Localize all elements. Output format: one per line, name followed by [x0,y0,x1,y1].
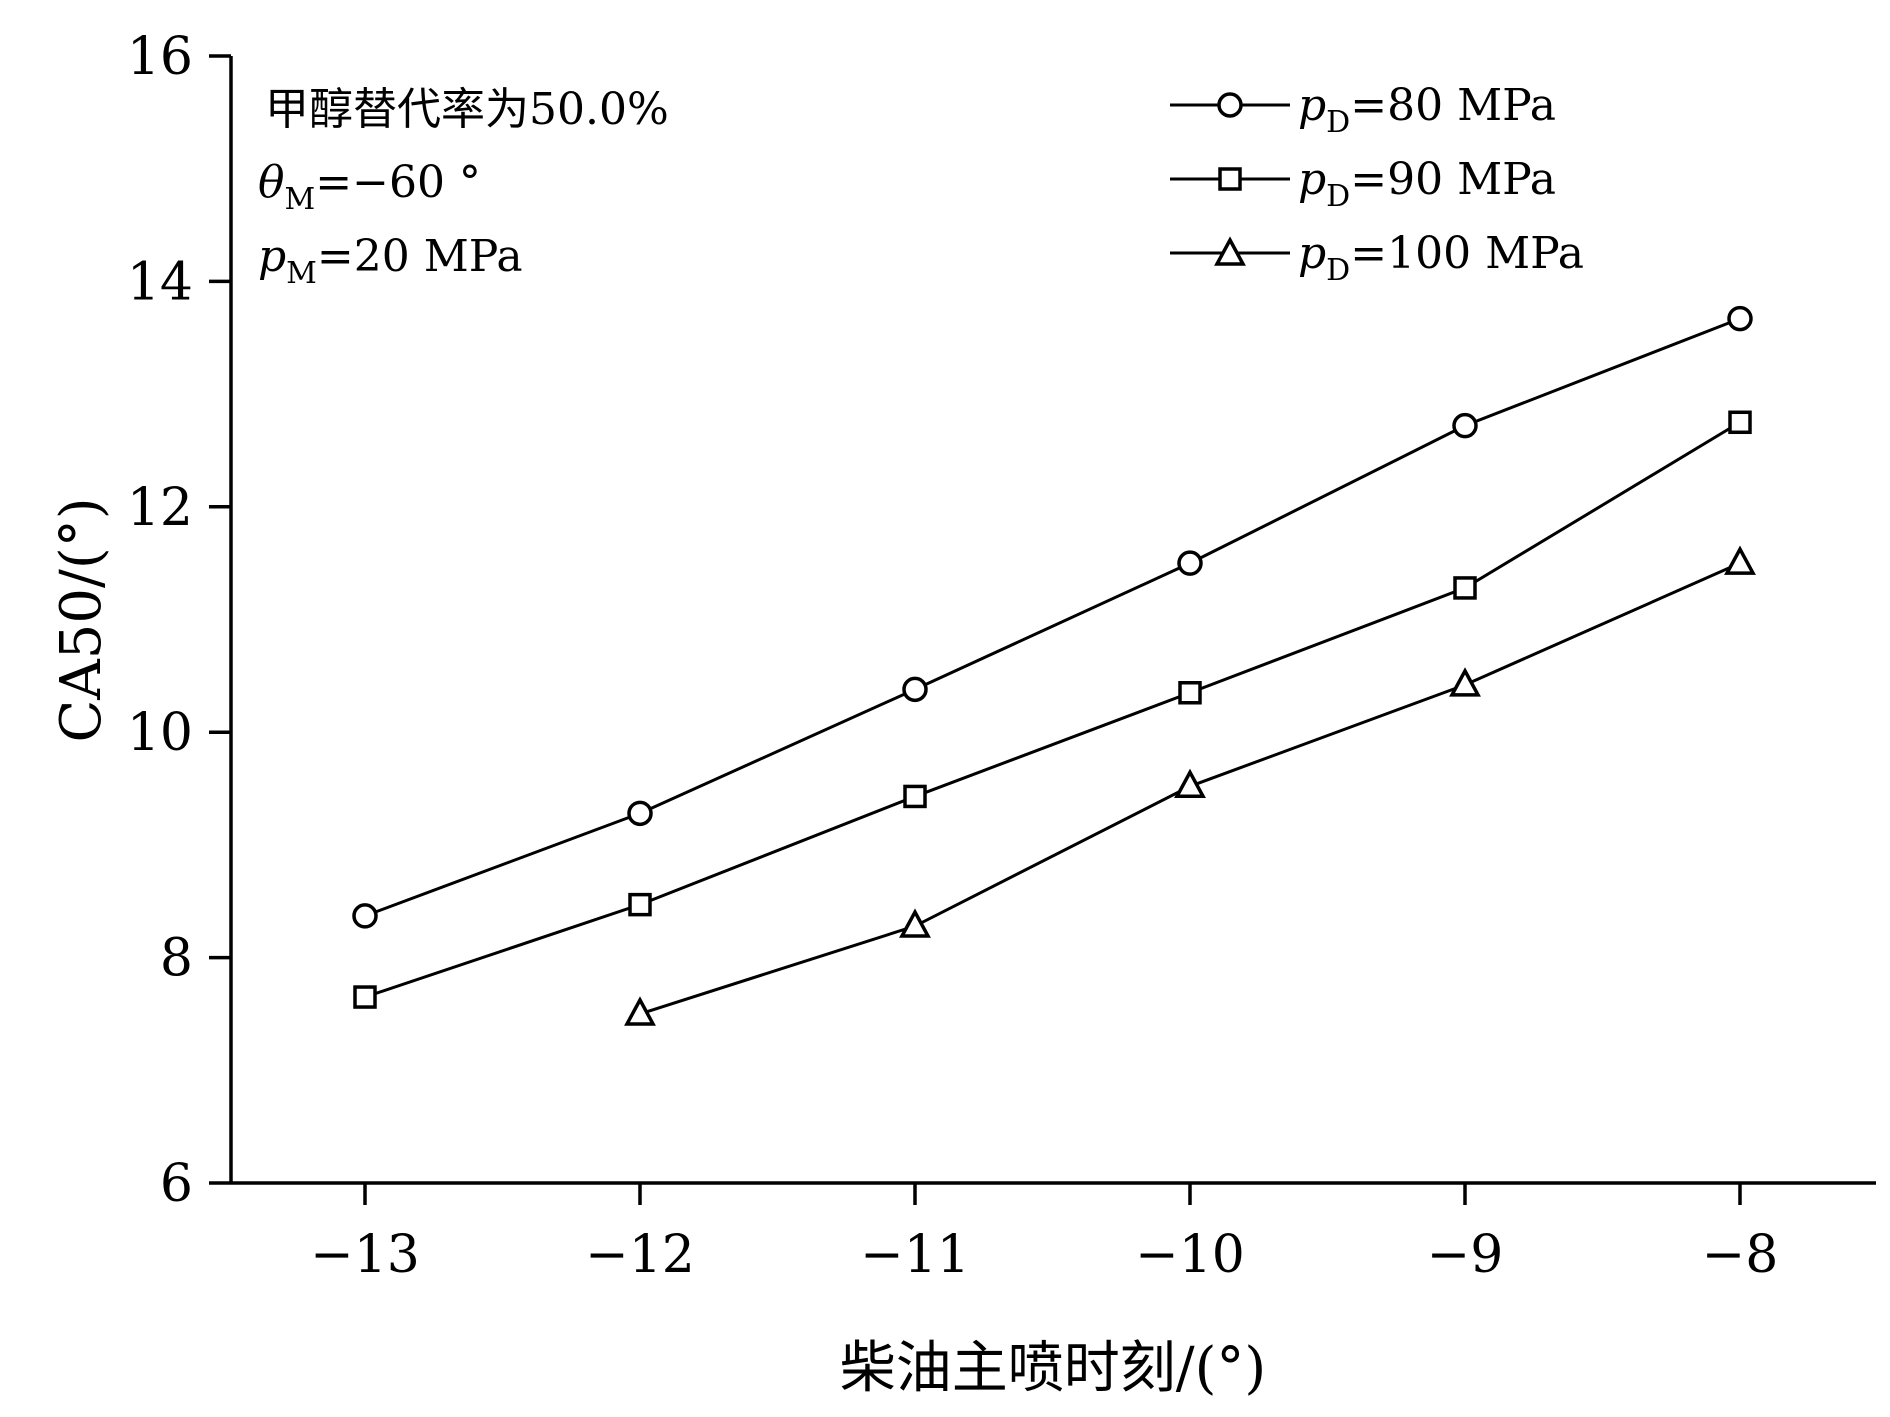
series-layer [352,305,1756,1026]
legend-marker-circle [1217,92,1243,118]
data-point-circle [352,903,378,929]
y-axis-title: CA50/(°) [49,497,114,742]
data-point-square [1728,410,1752,435]
legend-label-100mpa-value: =100 MPa [1350,228,1584,279]
legend-label-80mpa-sub: D [1326,105,1350,140]
data-point-square [353,985,377,1009]
y-tick-label: 12 [127,478,193,538]
annotation-methanol-ratio: 甲醇替代率为50.0% [265,84,669,135]
data-point-circle [1727,305,1753,332]
data-point-square [1453,576,1477,600]
legend-item-100mpa: pD=100 MPa [1170,228,1584,288]
x-tick-label: −9 [1427,1225,1504,1285]
x-tick-label: −13 [310,1225,420,1285]
x-axis-title: 柴油主喷时刻/(°) [840,1336,1267,1401]
legend-label-100mpa: pD=100 MPa [1298,228,1584,288]
legend-label-80mpa-var: p [1298,80,1326,131]
y-tick-label: 14 [127,252,193,312]
legend-label-90mpa: pD=90 MPa [1298,154,1556,214]
annotation-theta-m-sub: M [285,182,316,217]
x-axis-ticks: −13 −12 −11 −10 −9 −8 [310,1183,1778,1285]
annotation-p-m-var: p [258,231,286,282]
legend-label-80mpa-value: =80 MPa [1350,80,1556,131]
legend-label-90mpa-var: p [1298,154,1326,205]
legend-marker-square [1218,167,1242,191]
data-point-triangle [1724,545,1756,575]
data-point-square [1178,681,1202,705]
y-tick-label: 8 [160,929,193,989]
annotation-theta-m-value: =−60 ° [315,157,481,208]
annotation-theta-m: θM=−60 ° [258,157,481,217]
x-tick-label: −10 [1135,1225,1245,1285]
legend-marker-triangle [1214,236,1246,266]
y-tick-label: 16 [127,27,193,87]
annotation-theta-m-var: θ [258,157,285,208]
annotation-p-m-value: =20 MPa [317,231,523,282]
x-tick-label: −12 [585,1225,695,1285]
legend-label-80mpa: pD=80 MPa [1298,80,1556,140]
annotation-p-m: pM=20 MPa [258,231,523,291]
series-line-square [364,420,1741,999]
data-point-circle [1452,412,1478,439]
x-tick-label: −11 [860,1225,970,1285]
y-axis-ticks: 6 8 10 12 14 16 [127,27,231,1214]
legend: pD=80 MPa pD=90 MPa pD=100 MPa [1170,80,1584,288]
data-point-triangle [624,996,656,1026]
data-point-triangle [1174,768,1206,799]
data-point-square [628,892,652,917]
data-point-triangle [1449,667,1481,697]
data-point-square [903,784,927,809]
y-tick-label: 10 [127,703,193,763]
legend-label-100mpa-var: p [1298,228,1326,279]
y-tick-label: 6 [160,1154,193,1214]
x-tick-label: −8 [1702,1225,1779,1285]
legend-label-100mpa-sub: D [1326,253,1350,288]
data-point-circle [627,800,653,827]
legend-label-90mpa-sub: D [1326,179,1350,214]
series-line-circle [364,317,1741,918]
legend-item-80mpa: pD=80 MPa [1170,80,1556,140]
data-point-circle [1177,550,1203,576]
annotation-p-m-sub: M [286,256,317,291]
legend-item-90mpa: pD=90 MPa [1170,154,1556,214]
legend-label-90mpa-value: =90 MPa [1350,154,1556,205]
data-point-triangle [899,908,931,938]
data-point-circle [902,676,928,703]
